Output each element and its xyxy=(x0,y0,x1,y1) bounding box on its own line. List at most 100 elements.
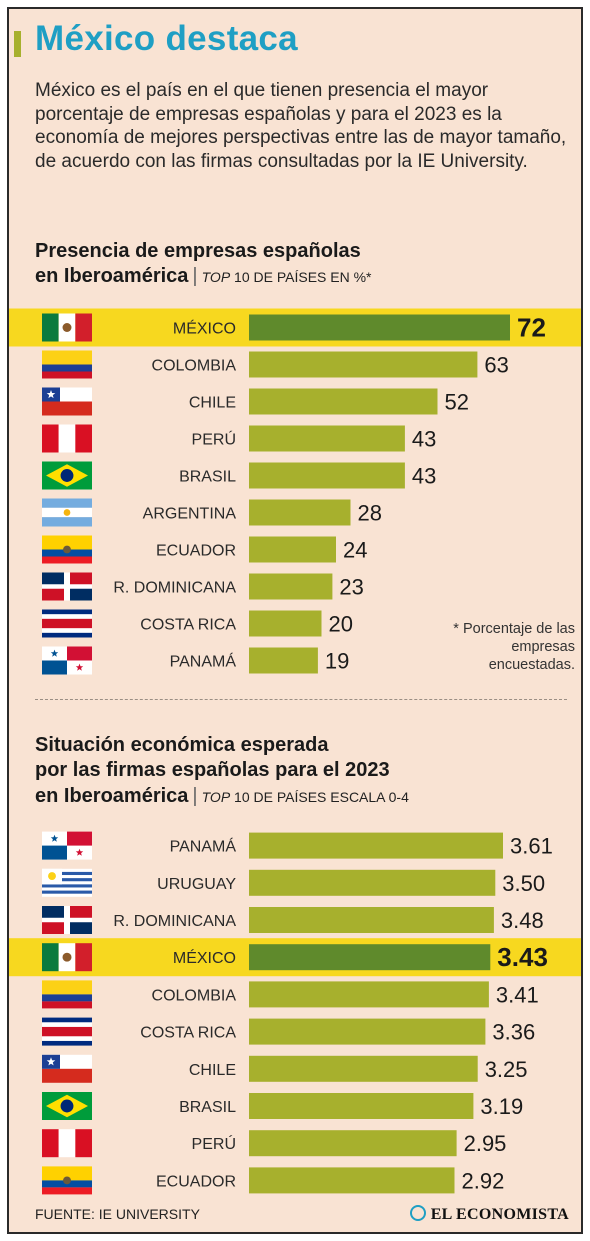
brand-logo: EL ECONOMISTA xyxy=(409,1205,569,1224)
category-label: MÉXICO xyxy=(173,319,236,338)
row-r-dominicana: R. DOMINICANA 23 xyxy=(42,572,364,601)
presence-chart: MÉXICO 72 COLOMBIA 63 CHILE 52 PERÚ 43 BRASIL 43 A… xyxy=(9,308,581,675)
value-label: 43 xyxy=(412,427,436,452)
section2-subtitle-rest: 10 DE PAÍSES ESCALA 0-4 xyxy=(230,788,409,805)
flag-ecuador-icon xyxy=(42,535,92,564)
bar-r-dominicana xyxy=(249,573,333,600)
category-label: BRASIL xyxy=(179,469,236,486)
section2-title-line2: por las firmas españolas para el 2023 xyxy=(35,759,390,782)
row-colombia: COLOMBIA 63 xyxy=(42,350,509,379)
flag-chile-icon xyxy=(42,1054,92,1083)
bar-chile xyxy=(249,388,438,415)
value-label: 2.95 xyxy=(464,1131,507,1156)
value-label: 3.25 xyxy=(485,1057,528,1082)
category-label: R. DOMINICANA xyxy=(113,580,236,597)
category-label: CHILE xyxy=(189,395,236,412)
outlook-chart: PANAMÁ 3.61 URUGUAY 3.50 R. DOMINICANA 3.48 MÉ… xyxy=(9,831,581,1195)
intro-paragraph: México es el país en el que tienen prese… xyxy=(35,80,567,172)
flag-brasil-icon xyxy=(42,1092,92,1120)
value-label: 19 xyxy=(325,649,349,674)
row-ecuador: ECUADOR 24 xyxy=(42,535,367,564)
footnote: * Porcentaje de las empresas encuestadas… xyxy=(453,621,575,673)
value-label: 3.43 xyxy=(497,942,548,972)
category-label: COLOMBIA xyxy=(152,358,237,375)
category-label: COSTA RICA xyxy=(140,617,236,634)
section1-subtitle-rest: 10 DE PAÍSES EN %* xyxy=(230,269,372,286)
flag-uruguay-icon xyxy=(42,868,92,897)
brand-name: EL ECONOMISTA xyxy=(430,1206,569,1223)
value-label: 3.50 xyxy=(502,871,545,896)
flag-mexico-icon xyxy=(42,313,92,342)
category-label: ARGENTINA xyxy=(143,506,237,523)
value-label: 20 xyxy=(329,612,353,637)
category-label: PERÚ xyxy=(192,1134,236,1153)
bar-panama xyxy=(249,832,503,859)
category-label: PANAMÁ xyxy=(170,837,237,856)
row-argentina: ARGENTINA 28 xyxy=(42,498,382,527)
section2-subtitle: TOP 10 DE PAÍSES ESCALA 0-4 xyxy=(202,789,409,805)
row-costa-rica: COSTA RICA 3.36 xyxy=(42,1017,535,1046)
infographic-frame: México destaca México es el país en el q… xyxy=(7,7,583,1234)
bar-uruguay xyxy=(249,869,496,896)
category-label: MÉXICO xyxy=(173,948,236,967)
title-accent-bar xyxy=(14,31,21,57)
category-label: R. DOMINICANA xyxy=(113,913,236,930)
flag-colombia-icon xyxy=(42,350,92,379)
category-label: ECUADOR xyxy=(156,1173,236,1190)
row-uruguay: URUGUAY 3.50 xyxy=(42,868,545,897)
row-brasil: BRASIL 43 xyxy=(42,461,436,490)
category-label: COLOMBIA xyxy=(152,987,237,1004)
category-label: PANAMÁ xyxy=(170,652,237,671)
bar-r-dominicana xyxy=(249,907,494,933)
category-label: COSTA RICA xyxy=(140,1025,236,1042)
bar-colombia xyxy=(249,351,478,378)
flag-brasil-icon xyxy=(42,461,92,490)
flag-costarica-icon xyxy=(42,609,92,638)
page-title: México destaca xyxy=(35,19,298,58)
flag-rdominicana-icon xyxy=(42,572,92,601)
value-label: 28 xyxy=(358,501,382,526)
flag-costarica-icon xyxy=(42,1017,92,1046)
category-label: CHILE xyxy=(189,1062,236,1079)
source-note: FUENTE: IE UNIVERSITY xyxy=(35,1206,200,1222)
flag-panama-icon xyxy=(42,646,92,675)
section1-subtitle: TOP 10 DE PAÍSES EN %* xyxy=(202,269,372,285)
section1-title-line2: en Iberoamérica xyxy=(35,265,189,288)
flag-colombia-icon xyxy=(42,980,92,1009)
value-label: 23 xyxy=(339,575,363,600)
row-costa-rica: COSTA RICA 20 xyxy=(42,609,353,638)
bar-ecuador xyxy=(249,1167,455,1194)
section-divider xyxy=(35,699,567,700)
row-ecuador: ECUADOR 2.92 xyxy=(42,1166,504,1195)
value-label: 3.19 xyxy=(480,1094,523,1119)
bar-chile xyxy=(249,1055,478,1082)
bar-argentina xyxy=(249,499,351,526)
brand-circle-icon xyxy=(409,1205,426,1221)
flag-chile-icon xyxy=(42,387,92,416)
section2-title: Situación económica esperada por las fir… xyxy=(35,734,409,807)
flag-rdominicana-icon xyxy=(42,906,92,934)
value-label: 3.48 xyxy=(501,908,544,933)
row-r-dominicana: R. DOMINICANA 3.48 xyxy=(42,906,544,934)
flag-peru-icon xyxy=(42,424,92,453)
section1-title: Presencia de empresas españolas en Ibero… xyxy=(35,240,372,288)
row-panama: PANAMÁ 19 xyxy=(42,646,349,675)
bar-ecuador xyxy=(249,536,336,563)
row-panama: PANAMÁ 3.61 xyxy=(42,831,553,860)
row-chile: CHILE 3.25 xyxy=(42,1054,528,1083)
row-peru: PERÚ 2.95 xyxy=(42,1129,507,1158)
bar-peru xyxy=(249,1130,457,1157)
section2-title-line3: en Iberoamérica xyxy=(35,784,189,807)
bar-colombia xyxy=(249,981,489,1008)
value-label: 3.41 xyxy=(496,982,539,1007)
flag-panama-icon xyxy=(42,831,92,860)
row-brasil: BRASIL 3.19 xyxy=(42,1092,523,1120)
bar-costa-rica xyxy=(249,1018,486,1045)
section1-title-line1: Presencia de empresas españolas xyxy=(35,240,361,262)
value-label: 3.61 xyxy=(510,834,553,859)
bar-peru xyxy=(249,425,405,452)
row-chile: CHILE 52 xyxy=(42,387,469,416)
bar-panama xyxy=(249,647,318,674)
flag-peru-icon xyxy=(42,1129,92,1158)
flag-mexico-icon xyxy=(42,943,92,972)
